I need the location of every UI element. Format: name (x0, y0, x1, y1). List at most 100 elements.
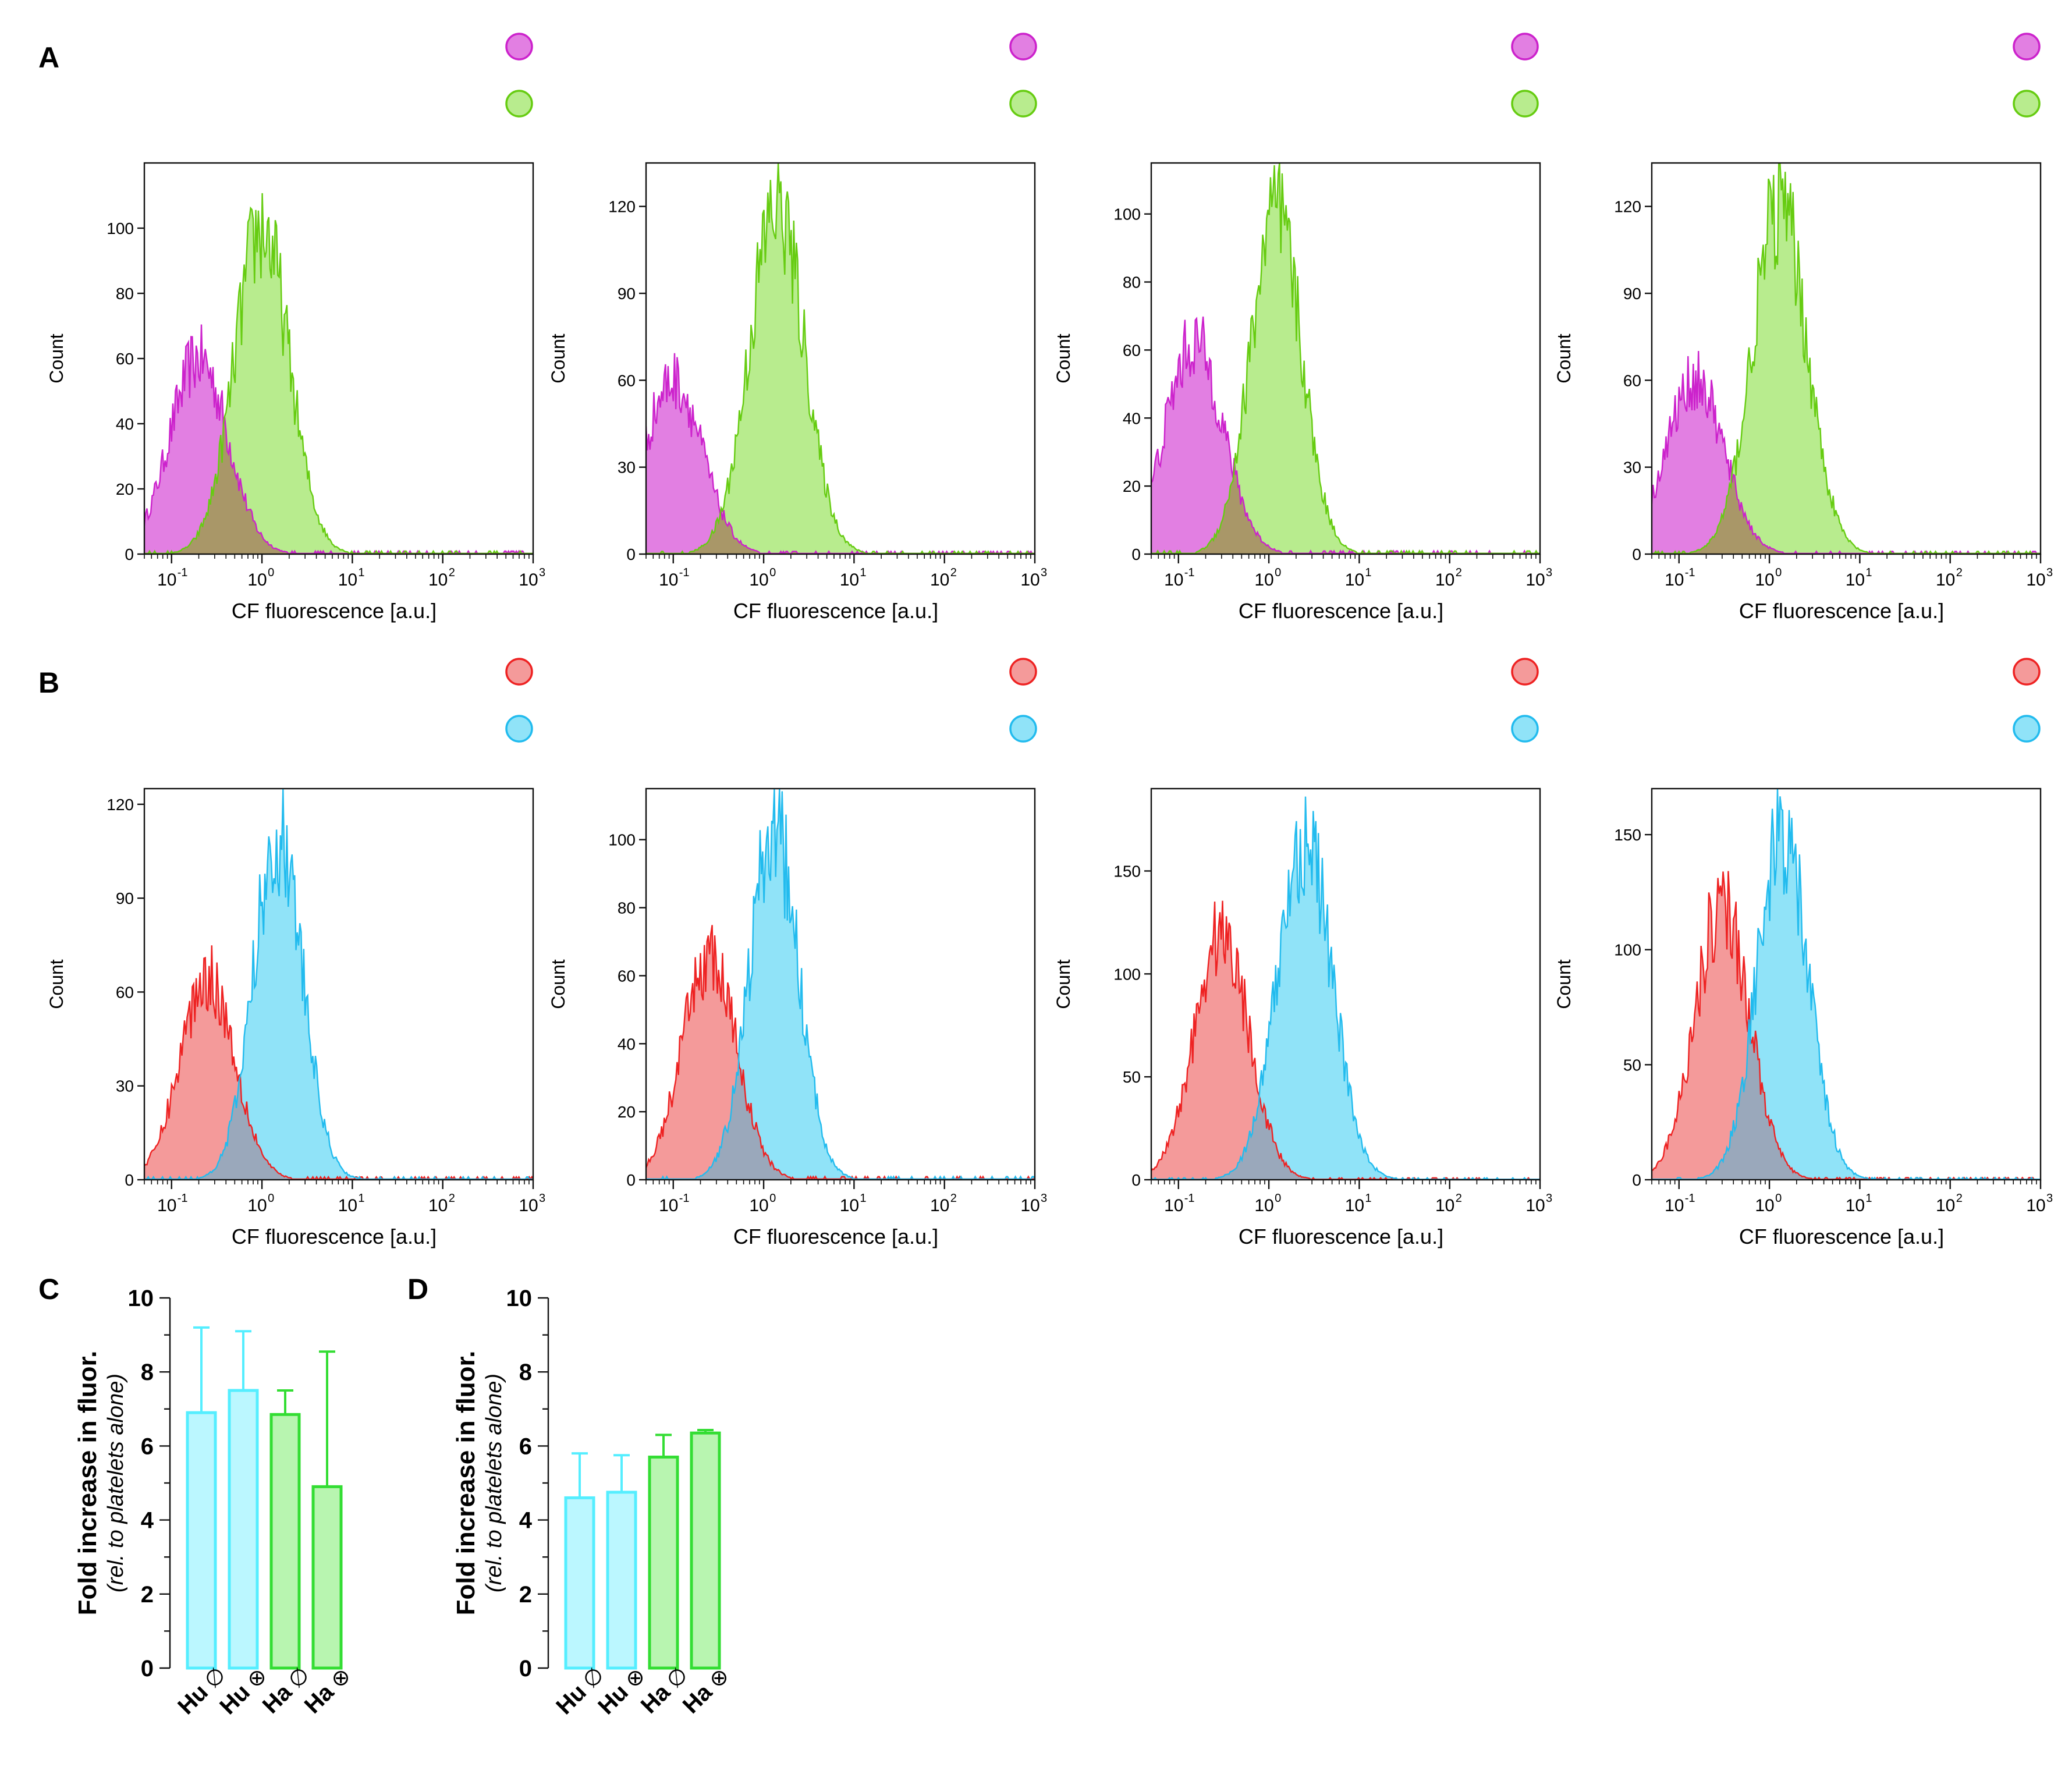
y-axis-label: Count (1053, 959, 1074, 1009)
y-tick-label: 90 (618, 285, 636, 303)
y-tick-label: 100 (608, 831, 636, 849)
y-tick-label: 100 (1113, 205, 1141, 223)
x-tick-label: 10 (1525, 570, 1545, 590)
legend-lipo-marker (1009, 90, 1037, 118)
category-name: Hu (551, 1679, 591, 1719)
x-tick-label: 10 (157, 1196, 176, 1215)
x-tick-exponent: -1 (178, 566, 188, 579)
x-tick-label: 10 (1020, 1196, 1039, 1215)
y-tick-label: 0 (125, 545, 134, 563)
x-axis-label: CF fluorescence [a.u.] (1239, 599, 1443, 623)
x-tick-label: 10 (247, 570, 267, 590)
x-tick-label: 10 (1020, 570, 1039, 590)
y-tick-label: 150 (1113, 862, 1141, 880)
x-tick-exponent: -1 (1685, 566, 1695, 579)
x-tick-label: 10 (1665, 1196, 1684, 1215)
x-tick-label: 10 (749, 570, 768, 590)
series-alone-fill (1652, 871, 2041, 1180)
x-tick-exponent: 1 (860, 566, 866, 579)
y-tick-label: 0 (1632, 1171, 1641, 1189)
x-tick-label: 10 (1435, 1196, 1454, 1215)
legend-alone-marker (505, 33, 533, 61)
series-lipo-fill (1151, 796, 1540, 1180)
histogram-data (144, 193, 533, 554)
y-tick-label: 2 (519, 1582, 532, 1608)
x-tick-label: 10 (749, 1196, 768, 1215)
x-tick-exponent: 3 (1546, 566, 1552, 579)
x-tick-exponent: 1 (1865, 566, 1872, 579)
x-tick-exponent: 2 (1956, 1192, 1963, 1205)
y-axis-label: Count (548, 333, 569, 384)
y-axis-label: Count (46, 333, 67, 384)
x-tick-label: 10 (1936, 570, 1955, 590)
x-tick-label: 10 (338, 570, 357, 590)
y-tick-label: 20 (116, 480, 134, 498)
x-tick-exponent: 3 (2046, 566, 2053, 579)
x-tick-exponent: 2 (950, 1192, 957, 1205)
series-overlap-fill (1652, 871, 2041, 1180)
x-tick-exponent: 1 (1365, 566, 1371, 579)
legend-lipo-marker (1511, 715, 1539, 743)
panel-label-b: B (38, 666, 59, 699)
x-tick-label: 10 (1345, 570, 1364, 590)
category-label: Ha∅ (258, 1662, 315, 1718)
x-tick-exponent: 3 (1546, 1192, 1552, 1205)
y-axis-sublabel: (rel. to platelets alone) (482, 1374, 506, 1592)
x-tick-label: 10 (247, 1196, 267, 1215)
category-name: Hu (173, 1679, 213, 1719)
series-alone-fill (1151, 900, 1540, 1180)
bar (269, 1413, 301, 1670)
x-axis-label: CF fluorescence [a.u.] (232, 1225, 437, 1248)
series-lipo-fill (646, 163, 1035, 554)
histogram-data (646, 163, 1035, 554)
y-axis-label: Count (1553, 333, 1574, 384)
y-tick-label: 60 (618, 967, 636, 985)
panel-label-c: C (38, 1273, 59, 1305)
x-tick-label: 10 (1435, 570, 1454, 590)
x-tick-exponent: 1 (358, 1192, 364, 1205)
bar (311, 1485, 343, 1670)
x-tick-exponent: 3 (539, 1192, 545, 1205)
x-tick-label: 10 (2026, 1196, 2045, 1215)
y-tick-label: 120 (608, 198, 636, 216)
x-tick-exponent: 2 (449, 566, 455, 579)
y-tick-label: 100 (1614, 941, 1641, 959)
y-tick-label: 120 (107, 796, 134, 814)
x-tick-exponent: -1 (1184, 1192, 1195, 1205)
x-tick-exponent: 0 (769, 566, 776, 579)
y-tick-label: 0 (519, 1656, 532, 1681)
series-lipo-line (1652, 789, 2041, 1180)
x-tick-exponent: 2 (1956, 566, 1963, 579)
legend-lipo-marker (505, 715, 533, 743)
x-tick-exponent: 1 (1865, 1192, 1872, 1205)
legend-lipo-marker (1009, 715, 1037, 743)
x-tick-label: 10 (519, 570, 538, 590)
series-lipo-fill (1652, 163, 2041, 554)
legend-alone-marker (1511, 33, 1539, 61)
y-tick-label: 60 (1123, 341, 1141, 359)
x-tick-label: 10 (1665, 570, 1684, 590)
y-tick-label: 0 (626, 1171, 636, 1189)
bar (564, 1496, 595, 1670)
x-tick-exponent: 1 (860, 1192, 866, 1205)
legend-lipo-marker (2013, 715, 2041, 743)
histogram-data (144, 789, 533, 1180)
series-lipo-line (646, 163, 1035, 554)
y-tick-label: 60 (116, 350, 134, 368)
legend-lipo-marker (1511, 90, 1539, 118)
y-tick-label: 4 (141, 1508, 154, 1534)
x-tick-label: 10 (2026, 570, 2045, 590)
x-axis-label: CF fluorescence [a.u.] (1739, 599, 1944, 623)
y-axis-label: Fold increase in fluor. (73, 1351, 102, 1616)
y-tick-label: 120 (1614, 198, 1641, 216)
bar (606, 1491, 637, 1670)
series-alone-fill (1151, 317, 1540, 554)
x-tick-exponent: 3 (1041, 1192, 1047, 1205)
y-axis-label: Count (548, 959, 569, 1009)
